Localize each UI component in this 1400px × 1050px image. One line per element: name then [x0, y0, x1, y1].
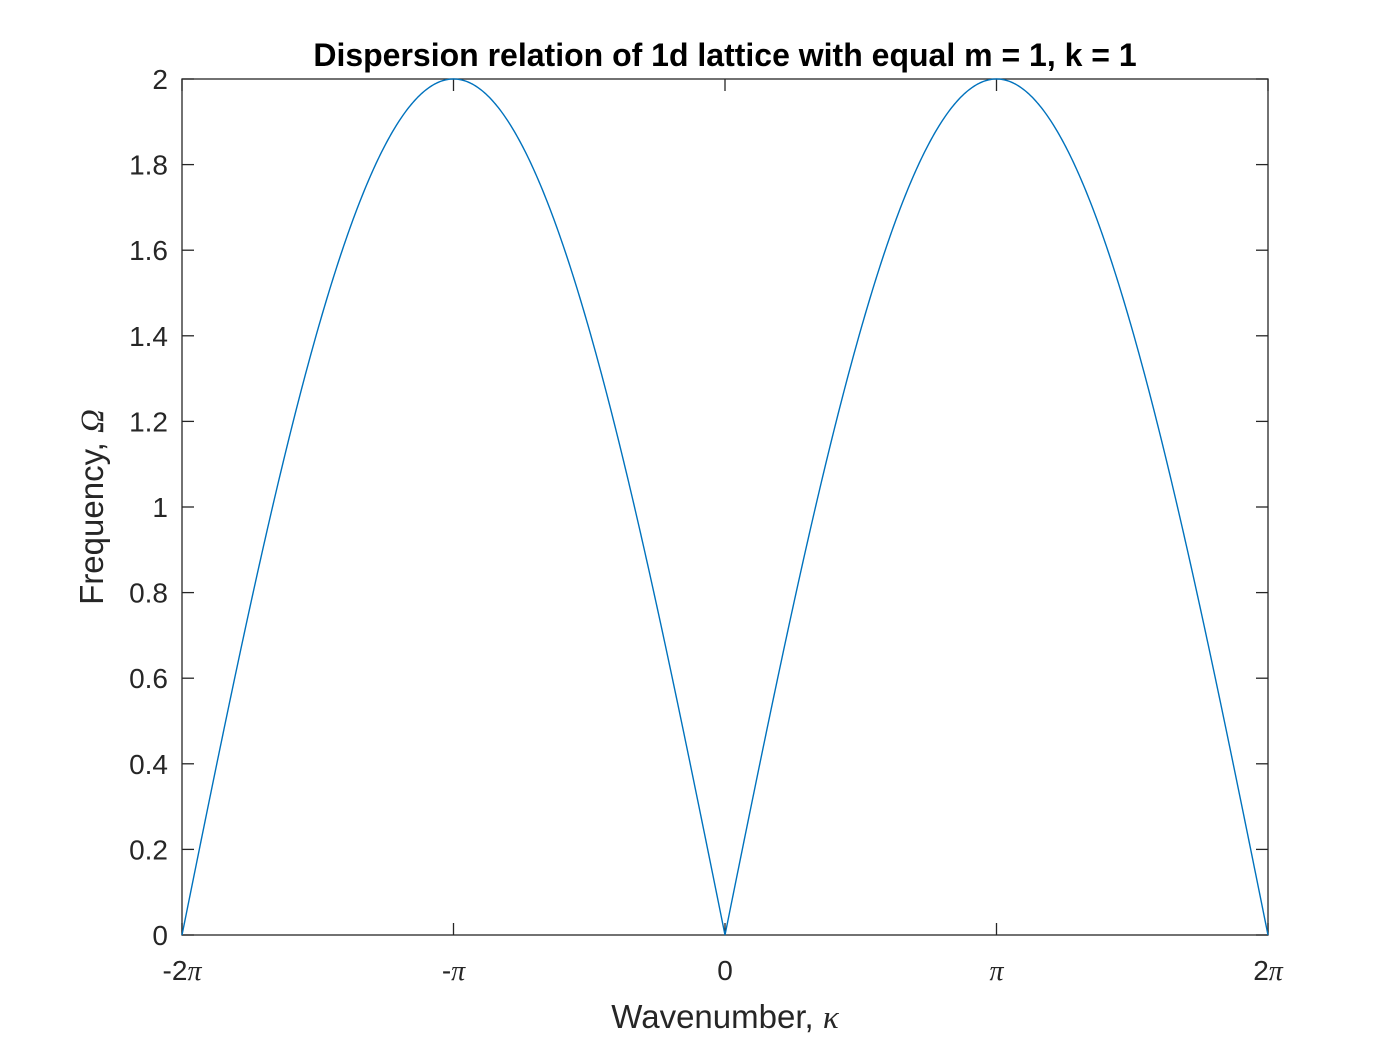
omega-symbol: Ω: [75, 409, 111, 433]
series-line: [181, 78, 1269, 936]
kappa-symbol: κ: [823, 1000, 840, 1036]
x-tick-label: -π: [442, 955, 466, 987]
y-tick-label: 0: [152, 920, 168, 951]
plot-box: [181, 78, 1269, 936]
y-tick-label: 2: [152, 64, 168, 95]
x-tick-label: 0: [717, 955, 733, 986]
y-tick-label: 0.2: [129, 834, 168, 865]
x-axis-label: Wavenumber, κ: [611, 998, 840, 1036]
y-axis-label: Frequency, Ω: [73, 409, 111, 605]
tick-labels: -2π -π 0 π 2π 0 0.2 0.4 0.6 0.8 1 1.2 1.4 1.6 1.8 2: [129, 64, 1284, 987]
y-axis-label-text: Frequency,: [73, 433, 110, 605]
y-tick-label: 0.4: [129, 749, 168, 780]
x-tick-label: π: [989, 956, 1004, 987]
y-tick-label: 0.8: [129, 578, 168, 609]
axis-ticks: [181, 78, 1269, 936]
x-tick-label: -2π: [163, 955, 203, 987]
chart-title: Dispersion relation of 1d lattice with e…: [313, 37, 1136, 73]
y-tick-label: 1.8: [129, 150, 168, 181]
y-tick-label: 1.6: [129, 235, 168, 266]
y-tick-label: 1: [152, 492, 168, 523]
y-tick-label: 1.4: [129, 321, 168, 352]
y-tick-label: 1.2: [129, 406, 168, 437]
y-tick-label: 0.6: [129, 663, 168, 694]
x-tick-label: 2π: [1253, 955, 1284, 987]
x-axis-label-text: Wavenumber,: [611, 998, 823, 1035]
